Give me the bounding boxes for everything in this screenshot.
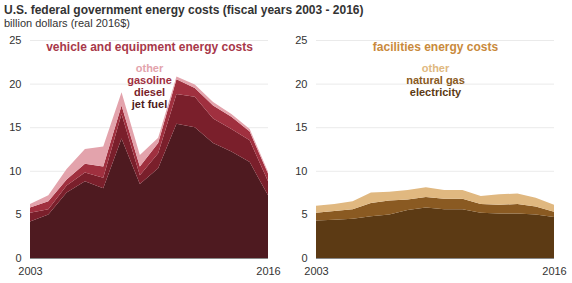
svg-text:vehicle and equipment energy c: vehicle and equipment energy costs — [46, 40, 253, 54]
svg-text:electricity: electricity — [410, 86, 462, 98]
svg-text:2016: 2016 — [256, 265, 280, 277]
svg-text:2016: 2016 — [542, 265, 566, 277]
svg-text:facilities energy costs: facilities energy costs — [373, 40, 499, 54]
svg-text:25: 25 — [295, 34, 307, 46]
svg-text:2003: 2003 — [18, 265, 42, 277]
svg-text:20: 20 — [295, 78, 307, 90]
svg-text:other: other — [136, 62, 164, 74]
svg-text:gasoline: gasoline — [127, 74, 172, 86]
svg-text:20: 20 — [9, 78, 21, 90]
svg-text:25: 25 — [9, 34, 21, 46]
html-text:U.S. federal government energy: U.S. federal government energy costs (fi… — [4, 3, 364, 17]
svg-text:0: 0 — [15, 252, 21, 264]
svg-text:0: 0 — [301, 252, 307, 264]
html-text:billion dollars (real 2016$): billion dollars (real 2016$) — [4, 17, 130, 29]
svg-text:other: other — [422, 62, 450, 74]
svg-text:10: 10 — [295, 165, 307, 177]
svg-text:diesel: diesel — [134, 86, 165, 98]
svg-text:jet fuel: jet fuel — [131, 98, 167, 110]
svg-text:5: 5 — [15, 208, 21, 220]
svg-text:2003: 2003 — [304, 265, 328, 277]
svg-text:5: 5 — [301, 208, 307, 220]
svg-text:10: 10 — [9, 165, 21, 177]
svg-text:15: 15 — [295, 121, 307, 133]
svg-text:15: 15 — [9, 121, 21, 133]
svg-text:natural gas: natural gas — [406, 74, 465, 86]
